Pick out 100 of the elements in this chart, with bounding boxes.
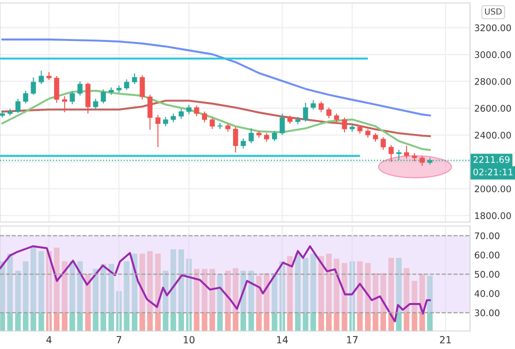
- candlestick: [85, 82, 90, 114]
- bar: [139, 254, 146, 331]
- text: 02:21:11: [473, 168, 513, 176]
- y-tick-label: 2400.00: [474, 132, 511, 139]
- x-tick-label: 17: [347, 336, 358, 344]
- bar: [85, 274, 91, 331]
- candlestick: [77, 80, 83, 96]
- bar: [248, 270, 254, 331]
- candlestick: [163, 116, 168, 127]
- candlestick: [396, 149, 402, 160]
- candlestick: [280, 113, 285, 136]
- bar: [108, 264, 114, 331]
- candlestick: [310, 100, 316, 110]
- candlestick: [318, 101, 324, 113]
- candlestick: [186, 104, 192, 115]
- candlestick: [93, 98, 98, 110]
- bar: [217, 274, 223, 331]
- bar: [302, 258, 308, 331]
- candlestick: [70, 90, 75, 105]
- y-tick-label: 30.00: [474, 309, 500, 316]
- bar: [92, 268, 98, 331]
- candlestick: [420, 155, 425, 166]
- candlestick: [100, 88, 106, 104]
- x-tick-label: 7: [116, 336, 122, 344]
- bar: [342, 262, 348, 331]
- candlestick: [30, 76, 36, 96]
- bar: [310, 254, 316, 331]
- candlestick: [303, 102, 308, 122]
- candlestick: [233, 126, 238, 153]
- bar: [62, 261, 68, 331]
- candlestick: [194, 105, 200, 117]
- bar: [295, 254, 301, 331]
- candlestick: [202, 111, 208, 123]
- bar: [15, 270, 21, 331]
- y-tick-label: 70.00: [474, 232, 500, 240]
- candlestick: [210, 117, 215, 130]
- x-tick-label: 10: [184, 336, 194, 344]
- bar: [147, 251, 153, 331]
- bar: [365, 262, 371, 331]
- candlestick: [272, 130, 278, 142]
- bar: [372, 273, 378, 331]
- bar: [124, 261, 130, 331]
- candlestick: [132, 72, 138, 85]
- bar: [272, 273, 278, 331]
- line-series: [0, 245, 431, 322]
- x-tick-label: 21: [440, 336, 451, 344]
- line-series: [1, 38, 431, 116]
- candlestick: [23, 90, 28, 104]
- candlestick: [404, 145, 410, 160]
- bar: [412, 280, 418, 331]
- bar: [77, 261, 83, 331]
- bar: [38, 251, 44, 331]
- candlestick: [147, 94, 153, 130]
- bar: [256, 276, 262, 331]
- candlestick: [140, 74, 145, 100]
- bar: [357, 261, 363, 331]
- candlestick: [54, 76, 60, 104]
- bar: [194, 268, 200, 331]
- y-tick-label: 60.00: [474, 252, 500, 258]
- candlestick: [388, 144, 394, 162]
- bar: [427, 276, 433, 331]
- line-series: [1, 100, 431, 138]
- candlestick: [178, 108, 184, 120]
- candlestick: [240, 138, 246, 149]
- y-tick-label: 3200.00: [474, 24, 511, 32]
- candlestick: [342, 117, 348, 133]
- bar: [287, 256, 293, 331]
- bar: [326, 254, 332, 331]
- x-tick-label: 4: [46, 336, 52, 344]
- y-tick-label: 3000.00: [474, 51, 511, 58]
- y-tick-label: 2800.00: [474, 78, 511, 85]
- y-tick-label: 2600.00: [474, 104, 511, 112]
- bar: [318, 256, 324, 331]
- candlestick: [15, 98, 21, 114]
- bar: [209, 268, 216, 331]
- candlestick: [62, 96, 68, 113]
- candlestick: [380, 136, 386, 150]
- bar: [54, 248, 60, 331]
- bar: [7, 254, 13, 331]
- bar: [225, 270, 231, 331]
- bar: [170, 249, 176, 331]
- bar: [202, 268, 208, 331]
- bar: [100, 264, 106, 331]
- candlestick: [326, 107, 332, 119]
- y-tick-label: 2000.00: [474, 185, 511, 192]
- y-tick-label: 40.00: [474, 290, 500, 297]
- bar: [178, 249, 184, 331]
- y-tick-label: 1800.00: [475, 212, 511, 220]
- y-axis-title: USD: [485, 8, 502, 15]
- candlestick: [248, 128, 254, 144]
- candlestick: [124, 78, 130, 91]
- ref-line-label: 2211.69: [473, 156, 510, 163]
- bar: [388, 258, 394, 331]
- bar: [334, 258, 340, 331]
- bar: [30, 246, 36, 331]
- candlestick: [38, 70, 44, 85]
- bar: [22, 261, 28, 331]
- bar: [70, 261, 76, 331]
- y-tick-label: 50.00: [474, 270, 500, 278]
- x-tick-label: 14: [277, 336, 288, 344]
